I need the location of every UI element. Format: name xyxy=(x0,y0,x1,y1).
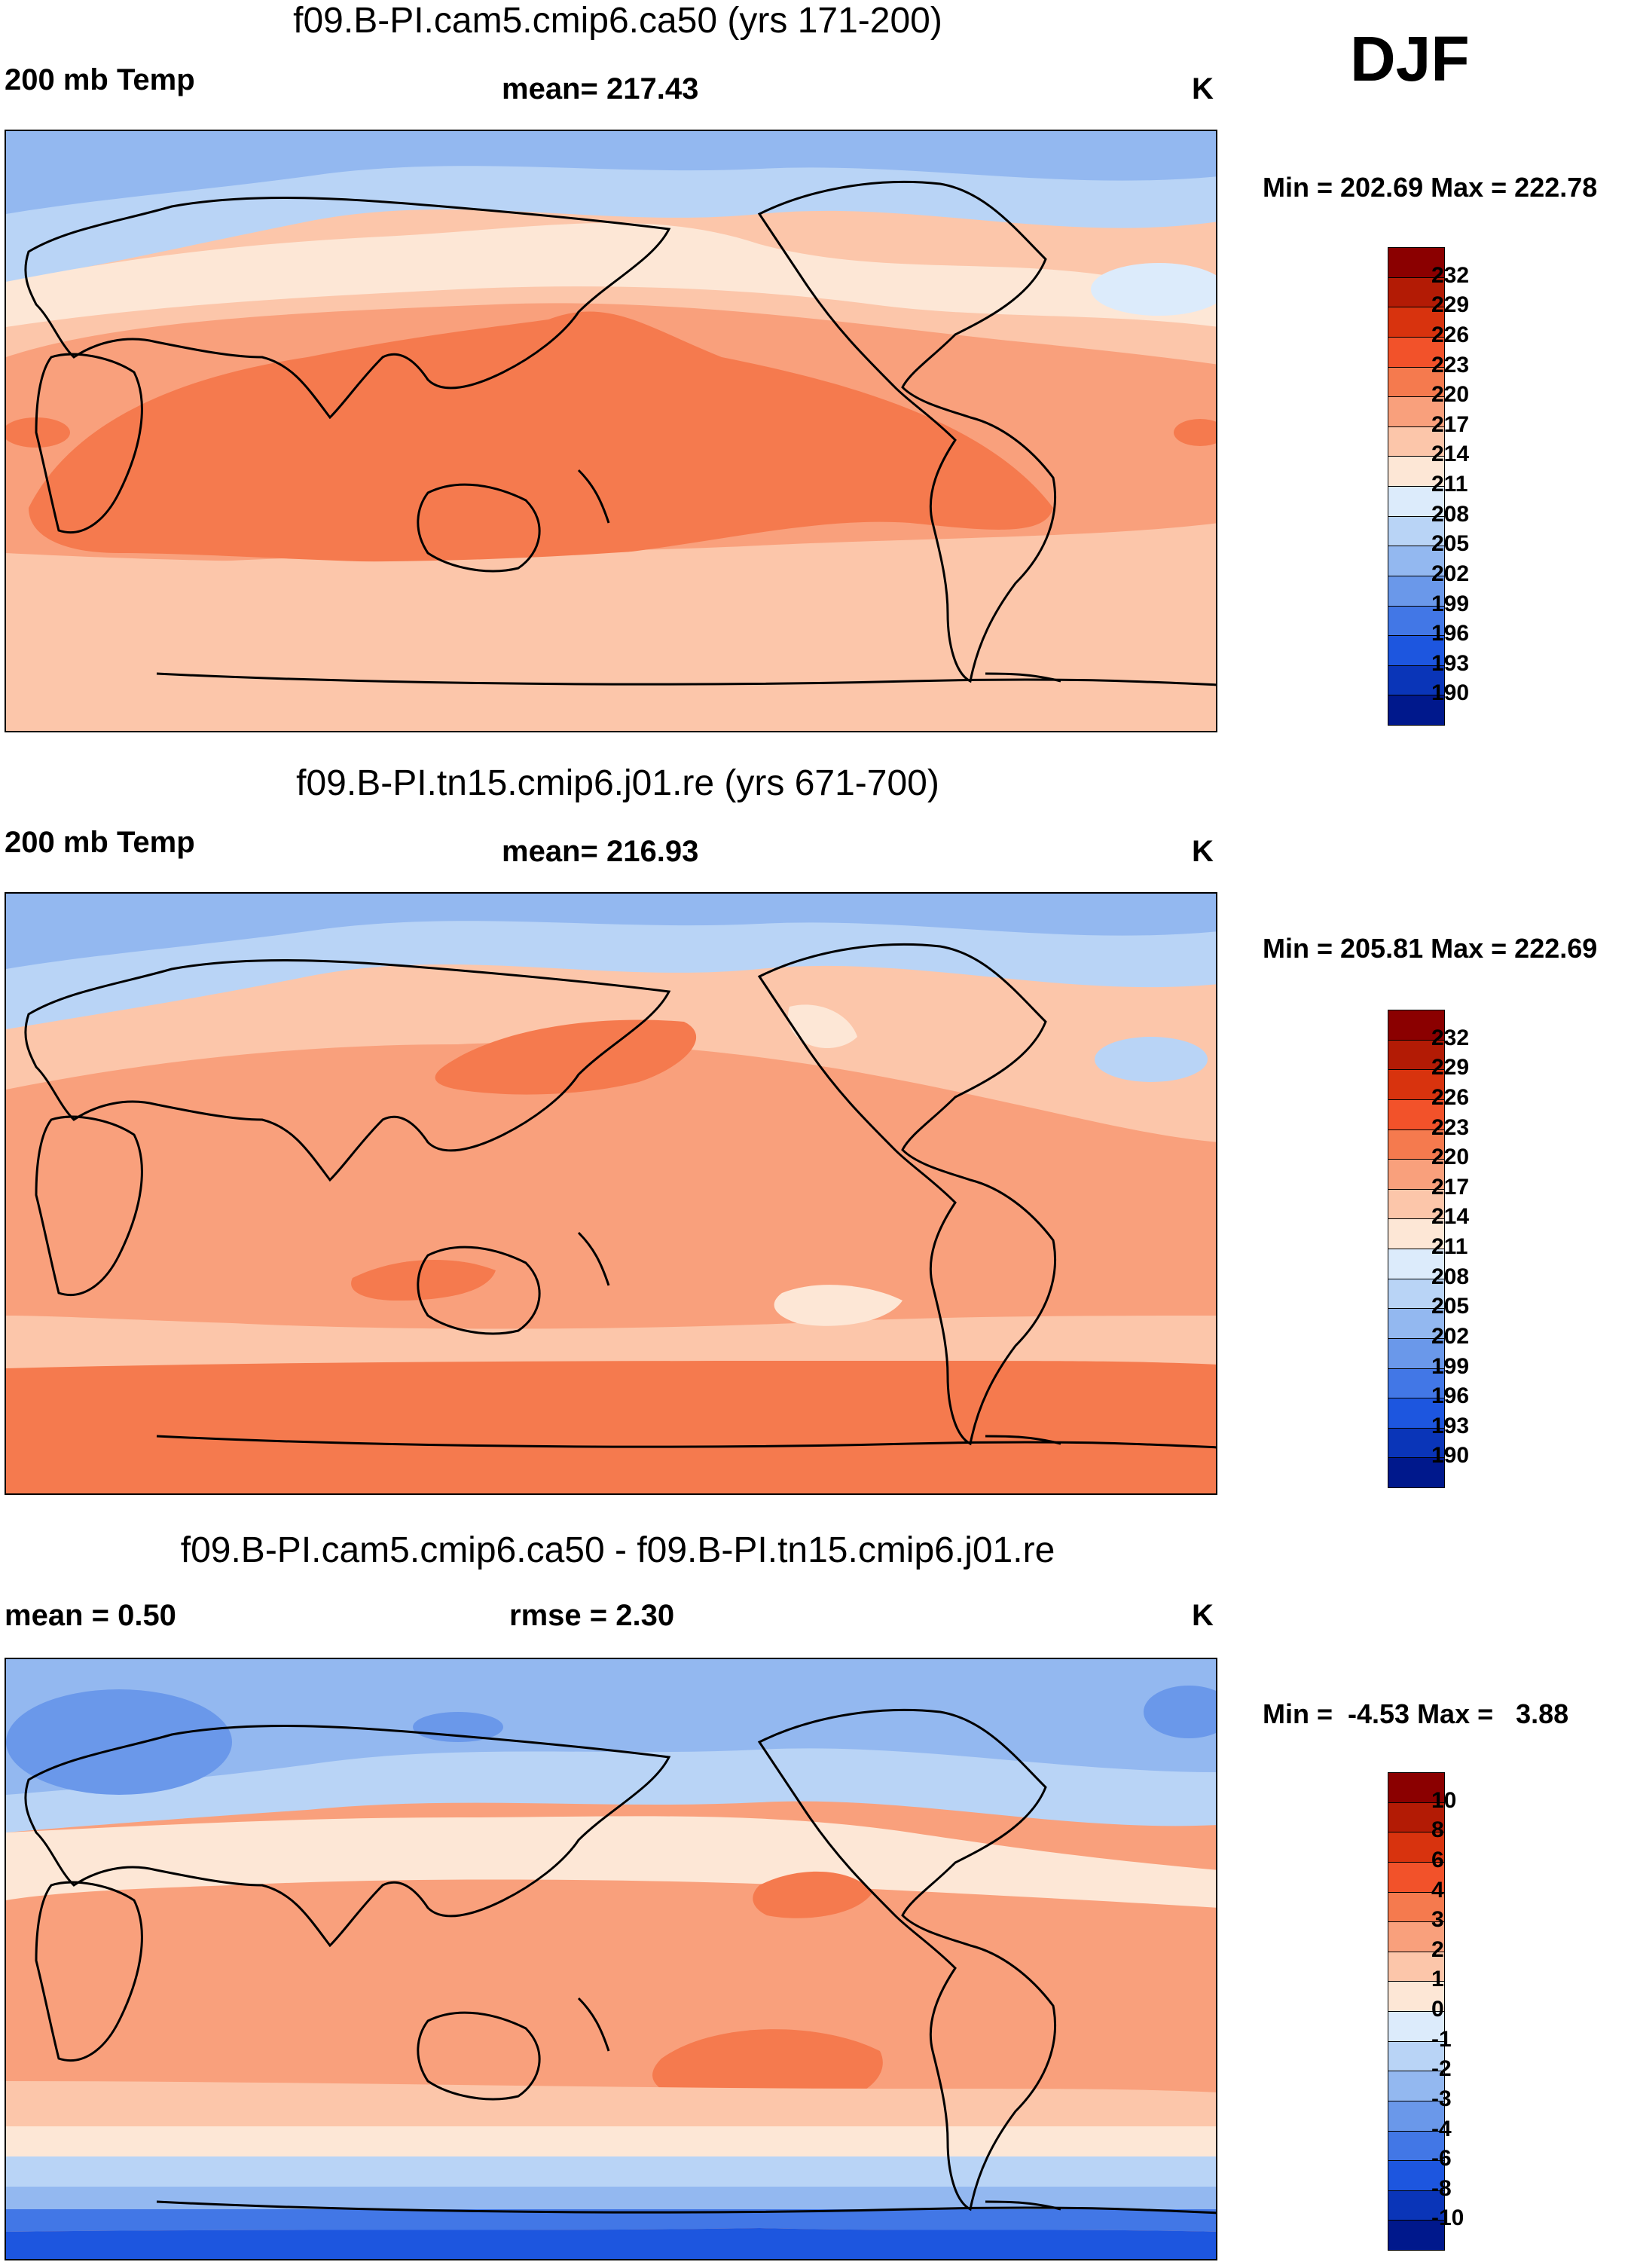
colorbar-label: 3 xyxy=(1431,1907,1444,1933)
colorbar-label: -3 xyxy=(1431,2086,1452,2111)
panel-3-minmax: Min = -4.53 Max = 3.88 xyxy=(1263,1698,1569,1729)
colorbar-swatch xyxy=(1388,546,1445,576)
colorbar-label: 199 xyxy=(1431,1353,1470,1379)
panel-1-map xyxy=(5,130,1217,732)
colorbar-label: -6 xyxy=(1431,2146,1452,2172)
colorbar-label: 211 xyxy=(1431,1234,1468,1259)
panel-1-units: K xyxy=(1192,72,1214,105)
panel-2-colorbar xyxy=(1388,1010,1445,1488)
panel-2-title: f09.B-PI.tn15.cmip6.j01.re (yrs 671-700) xyxy=(296,763,939,803)
colorbar-swatch xyxy=(1388,456,1445,487)
colorbar-swatch xyxy=(1388,2220,1445,2251)
panel-2-minmax: Min = 205.81 Max = 222.69 xyxy=(1263,933,1598,964)
colorbar-label: 196 xyxy=(1431,621,1470,646)
panel-1-title: f09.B-PI.cam5.cmip6.ca50 (yrs 171-200) xyxy=(293,1,942,41)
colorbar-label: 223 xyxy=(1431,1114,1470,1140)
colorbar-swatch xyxy=(1388,1218,1445,1249)
panel-3-mean: mean = 0.50 xyxy=(5,1599,176,1632)
colorbar-label: 10 xyxy=(1431,1787,1457,1813)
colorbar-label: 202 xyxy=(1431,1323,1470,1349)
colorbar-swatch xyxy=(1388,277,1445,308)
colorbar-label: 202 xyxy=(1431,561,1470,586)
panel-1-variable: 200 mb Temp xyxy=(5,63,195,96)
colorbar-label: -1 xyxy=(1431,2026,1452,2052)
colorbar-swatch xyxy=(1388,515,1445,547)
colorbar-swatch xyxy=(1388,247,1445,278)
colorbar-label: 217 xyxy=(1431,1174,1470,1200)
colorbar-label: 226 xyxy=(1431,1084,1470,1110)
colorbar-label: 208 xyxy=(1431,1264,1470,1289)
panel-1-colorbar xyxy=(1388,247,1445,726)
colorbar-swatch xyxy=(1388,1802,1445,1833)
colorbar-label: 232 xyxy=(1431,1025,1470,1050)
colorbar-swatch xyxy=(1388,1981,1445,2012)
colorbar-label: 1 xyxy=(1431,1967,1444,1992)
colorbar-swatch xyxy=(1388,2011,1445,2042)
colorbar-swatch xyxy=(1388,1921,1445,1952)
colorbar-label: -10 xyxy=(1431,2205,1464,2231)
colorbar-swatch xyxy=(1388,1368,1445,1399)
panel-1-minmax: Min = 202.69 Max = 222.78 xyxy=(1263,172,1598,203)
colorbar-label: -4 xyxy=(1431,2116,1452,2141)
colorbar-label: 223 xyxy=(1431,352,1470,377)
colorbar-label: 226 xyxy=(1431,322,1470,347)
colorbar-label: 214 xyxy=(1431,442,1470,467)
colorbar-swatch xyxy=(1388,1337,1445,1369)
colorbar-label: -8 xyxy=(1431,2175,1452,2201)
colorbar-label: 0 xyxy=(1431,1997,1444,2022)
colorbar-swatch xyxy=(1388,1308,1445,1339)
colorbar-label: 220 xyxy=(1431,1145,1470,1170)
colorbar-swatch xyxy=(1388,486,1445,517)
colorbar-swatch xyxy=(1388,1129,1445,1160)
panel-1-mean: mean= 217.43 xyxy=(502,72,699,105)
colorbar-swatch xyxy=(1388,1457,1445,1488)
colorbar-label: 211 xyxy=(1431,472,1468,497)
colorbar-label: 208 xyxy=(1431,501,1470,527)
panel-2-variable: 200 mb Temp xyxy=(5,826,195,859)
colorbar-label: 199 xyxy=(1431,591,1470,616)
colorbar-label: 4 xyxy=(1431,1877,1444,1903)
colorbar-label: 214 xyxy=(1431,1204,1470,1230)
colorbar-label: 190 xyxy=(1431,680,1470,706)
panel-3-map xyxy=(5,1658,1217,2260)
colorbar-swatch xyxy=(1388,307,1445,338)
colorbar-swatch xyxy=(1388,1861,1445,1893)
colorbar-swatch xyxy=(1388,695,1445,726)
season-label: DJF xyxy=(1350,23,1470,94)
colorbar-label: 193 xyxy=(1431,1413,1470,1438)
colorbar-label: 6 xyxy=(1431,1847,1444,1872)
colorbar-label: 196 xyxy=(1431,1383,1470,1409)
colorbar-label: 205 xyxy=(1431,1294,1470,1319)
colorbar-swatch xyxy=(1388,1249,1445,1279)
panel-2-map xyxy=(5,892,1217,1495)
colorbar-swatch xyxy=(1388,1039,1445,1071)
colorbar-swatch xyxy=(1388,366,1445,398)
colorbar-swatch xyxy=(1388,2160,1445,2191)
colorbar-label: 205 xyxy=(1431,531,1470,557)
colorbar-label: 229 xyxy=(1431,292,1470,318)
colorbar-swatch xyxy=(1388,1188,1445,1220)
colorbar-label: 220 xyxy=(1431,382,1470,408)
colorbar-label: 190 xyxy=(1431,1443,1470,1469)
panel-2-units: K xyxy=(1192,835,1214,868)
colorbar-label: -2 xyxy=(1431,2056,1452,2082)
colorbar-label: 193 xyxy=(1431,650,1470,676)
panel-3-units: K xyxy=(1192,1599,1214,1632)
colorbar-label: 217 xyxy=(1431,411,1470,437)
colorbar-label: 8 xyxy=(1431,1817,1444,1843)
panel-3-rmse: rmse = 2.30 xyxy=(509,1599,675,1632)
panel-3-title: f09.B-PI.cam5.cmip6.ca50 - f09.B-PI.tn15… xyxy=(180,1530,1055,1570)
panel-2-mean: mean= 216.93 xyxy=(502,835,699,868)
colorbar-label: 2 xyxy=(1431,1936,1444,1962)
colorbar-swatch xyxy=(1388,1832,1445,1863)
panel-3-colorbar xyxy=(1388,1772,1445,2251)
colorbar-swatch xyxy=(1388,1951,1445,1982)
colorbar-label: 232 xyxy=(1431,262,1470,288)
colorbar-label: 229 xyxy=(1431,1055,1470,1081)
